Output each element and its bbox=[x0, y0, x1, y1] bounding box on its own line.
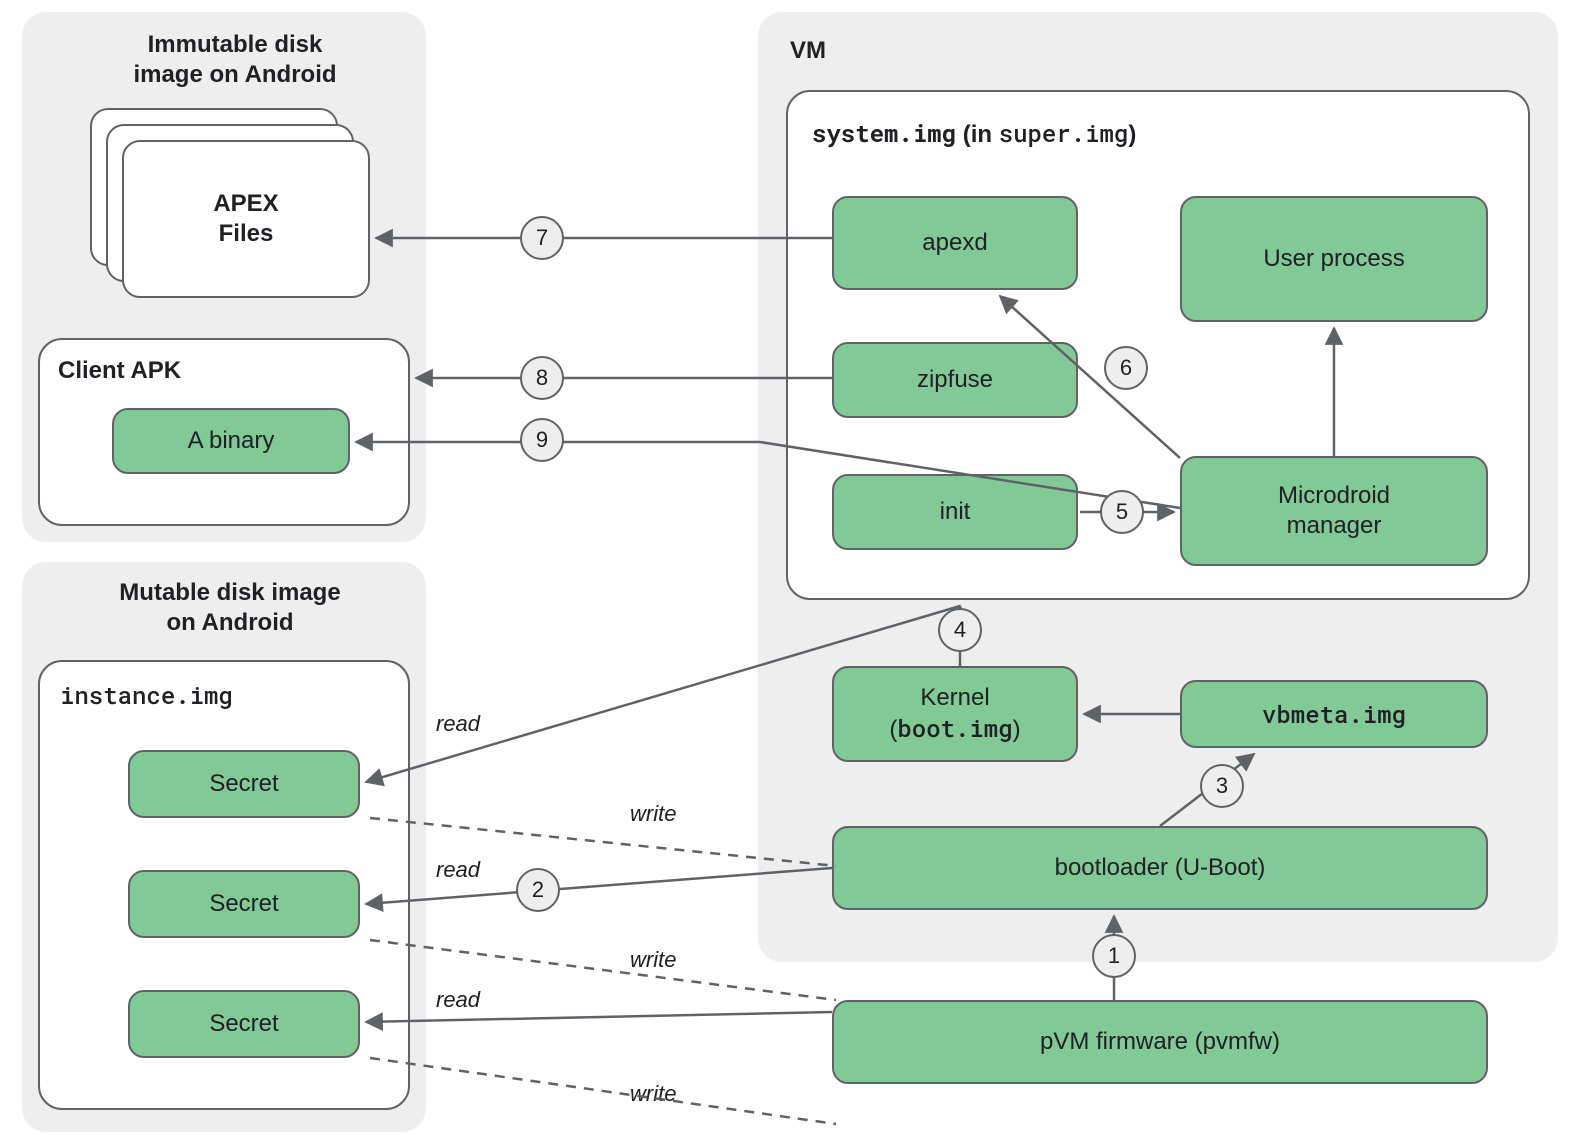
step-5-label: 5 bbox=[1116, 499, 1128, 525]
node-pvmfw: pVM firmware (pvmfw) bbox=[832, 1000, 1488, 1084]
apex-files-label: APEX Files bbox=[213, 189, 278, 249]
step-5: 5 bbox=[1100, 490, 1144, 534]
secret3-label: Secret bbox=[209, 1009, 278, 1039]
edge-label-read-3: read bbox=[436, 986, 480, 1014]
node-user-process: User process bbox=[1180, 196, 1488, 322]
bootloader-label: bootloader (U-Boot) bbox=[1055, 853, 1266, 883]
node-init: init bbox=[832, 474, 1078, 550]
user-process-label: User process bbox=[1263, 244, 1404, 274]
secret1-label: Secret bbox=[209, 769, 278, 799]
a-binary-label: A binary bbox=[188, 426, 275, 456]
vbmeta-label: vbmeta.img bbox=[1262, 699, 1406, 729]
step-4: 4 bbox=[938, 608, 982, 652]
node-apexd: apexd bbox=[832, 196, 1078, 290]
pvmfw-label: pVM firmware (pvmfw) bbox=[1040, 1027, 1280, 1057]
step-2-label: 2 bbox=[532, 877, 544, 903]
step-2: 2 bbox=[516, 868, 560, 912]
node-secret-2: Secret bbox=[128, 870, 360, 938]
step-8: 8 bbox=[520, 356, 564, 400]
client-apk-title: Client APK bbox=[58, 356, 181, 386]
node-secret-1: Secret bbox=[128, 750, 360, 818]
secret2-label: Secret bbox=[209, 889, 278, 919]
step-1: 1 bbox=[1092, 934, 1136, 978]
system-img-mid: (in bbox=[956, 121, 999, 148]
edge-label-write-1: write bbox=[630, 800, 676, 828]
title-vm: VM bbox=[790, 36, 826, 66]
kernel-label: Kernel (boot.img) bbox=[889, 683, 1020, 745]
node-a-binary: A binary bbox=[112, 408, 350, 474]
node-microdroid: Microdroid manager bbox=[1180, 456, 1488, 566]
step-7-label: 7 bbox=[536, 225, 548, 251]
node-secret-3: Secret bbox=[128, 990, 360, 1058]
step-8-label: 8 bbox=[536, 365, 548, 391]
title-mutable: Mutable disk image on Android bbox=[100, 578, 360, 638]
step-6: 6 bbox=[1104, 346, 1148, 390]
step-6-label: 6 bbox=[1120, 355, 1132, 381]
system-img-prefix: system.img bbox=[812, 117, 956, 149]
step-9: 9 bbox=[520, 418, 564, 462]
system-img-title: system.img (in super.img) bbox=[812, 118, 1136, 150]
node-vbmeta: vbmeta.img bbox=[1180, 680, 1488, 748]
step-9-label: 9 bbox=[536, 427, 548, 453]
step-3-label: 3 bbox=[1216, 773, 1228, 799]
kernel-mono: boot.img bbox=[897, 712, 1012, 744]
node-zipfuse: zipfuse bbox=[832, 342, 1078, 418]
title-immutable-text: Immutable disk image on Android bbox=[133, 31, 336, 88]
init-label: init bbox=[940, 497, 971, 527]
node-bootloader: bootloader (U-Boot) bbox=[832, 826, 1488, 910]
step-4-label: 4 bbox=[954, 617, 966, 643]
title-immutable: Immutable disk image on Android bbox=[120, 30, 350, 90]
title-mutable-text: Mutable disk image on Android bbox=[119, 579, 340, 636]
step-1-label: 1 bbox=[1108, 943, 1120, 969]
instance-img-title: instance.img bbox=[60, 680, 233, 710]
step-3: 3 bbox=[1200, 764, 1244, 808]
microdroid-label: Microdroid manager bbox=[1278, 481, 1390, 541]
edge-label-write-2: write bbox=[630, 946, 676, 974]
node-kernel: Kernel (boot.img) bbox=[832, 666, 1078, 762]
edge-label-read-2: read bbox=[436, 856, 480, 884]
edge-label-write-3: write bbox=[630, 1080, 676, 1108]
kernel-suffix: ) bbox=[1013, 716, 1021, 743]
system-img-end: ) bbox=[1128, 121, 1136, 148]
apexd-label: apexd bbox=[922, 228, 987, 258]
zipfuse-label: zipfuse bbox=[917, 365, 993, 395]
apex-stack-front: APEX Files bbox=[122, 140, 370, 298]
system-img-suffix: super.img bbox=[999, 117, 1129, 149]
edge-label-read-1: read bbox=[436, 710, 480, 738]
step-7: 7 bbox=[520, 216, 564, 260]
